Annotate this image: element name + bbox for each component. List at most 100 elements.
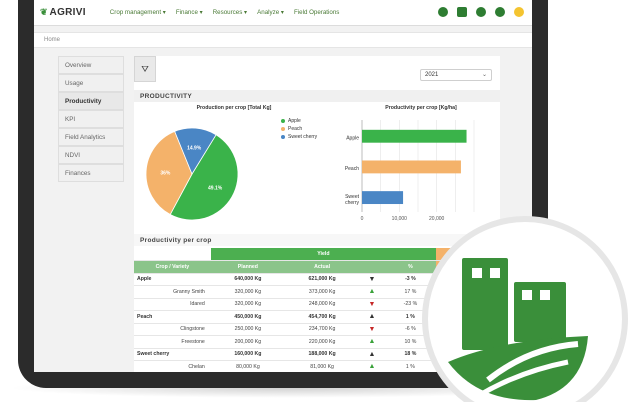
sidebar-item-overview[interactable]: Overview: [58, 56, 124, 74]
bell-icon[interactable]: [476, 7, 486, 17]
chevron-down-icon: ⌄: [481, 72, 487, 78]
top-navbar: ❦ AGRIVI Crop management ▾ Finance ▾ Res…: [34, 0, 532, 26]
y-tick-label: cherry: [345, 200, 359, 206]
arrow-up-icon: ▲: [359, 360, 385, 372]
leaf-icon: ❦: [40, 7, 48, 17]
menu-finance[interactable]: Finance ▾: [175, 9, 203, 16]
table-cell: Sweet cherry: [134, 348, 211, 361]
column-header[interactable]: %: [384, 260, 436, 274]
table-cell: 220,000 Kg: [285, 335, 360, 349]
table-cell: 621,000 Kg: [285, 273, 360, 286]
table-cell: 450,000 Kg: [210, 310, 285, 324]
y-tick-label: Peach: [345, 166, 359, 172]
table-cell: 17 %: [384, 285, 436, 299]
table-cell: 640,000 Kg: [210, 273, 285, 286]
arrow-up-icon: ▲: [359, 335, 385, 349]
table-cell: 234,700 Kg: [285, 323, 360, 336]
legend-item-sweet-cherry[interactable]: Sweet cherry: [281, 134, 317, 140]
brand-logo[interactable]: ❦ AGRIVI: [40, 7, 86, 18]
column-header[interactable]: Planned: [210, 260, 285, 274]
table-cell: 188,000 Kg: [285, 348, 360, 361]
bar-peach[interactable]: [362, 160, 461, 174]
column-header[interactable]: Crop / Variety: [134, 260, 211, 274]
arrow-down-icon: ▼: [359, 273, 385, 286]
sidebar-item-kpi[interactable]: KPI: [58, 110, 124, 128]
filter-icon: ⛛: [141, 63, 149, 74]
table-cell: 81,000 Kg: [285, 360, 360, 372]
pie-chart-title: Production per crop [Total Kg]: [196, 105, 272, 111]
app-screen: ❦ AGRIVI Crop management ▾ Finance ▾ Res…: [34, 0, 532, 372]
agrivi-badge: [422, 216, 628, 402]
section-title-productivity: PRODUCTIVITY: [134, 90, 500, 102]
sidebar-item-field-analytics[interactable]: Field Analytics: [58, 128, 124, 146]
calendar-icon[interactable]: [457, 7, 467, 17]
analyze-sidebar: Overview Usage Productivity KPI Field An…: [58, 56, 124, 182]
x-tick-label: 0: [361, 216, 364, 222]
column-header[interactable]: [359, 260, 385, 274]
legend-label: Apple: [288, 118, 301, 124]
table-cell: 248,000 Kg: [285, 298, 360, 311]
y-tick-label: Apple: [346, 135, 359, 141]
legend-item-peach[interactable]: Peach: [281, 126, 302, 132]
main-menu: Crop management ▾ Finance ▾ Resources ▾ …: [110, 9, 340, 16]
legend-dot: [281, 119, 285, 123]
table-cell: 250,000 Kg: [210, 323, 285, 336]
pie-slice-apple[interactable]: [169, 134, 239, 221]
user-avatar-icon[interactable]: [514, 7, 524, 17]
menu-resources[interactable]: Resources ▾: [212, 9, 248, 16]
bar-apple[interactable]: [362, 129, 467, 143]
table-cell: Granny Smith: [134, 285, 211, 299]
pie-data-label: 36%: [160, 171, 171, 177]
sidebar-item-usage[interactable]: Usage: [58, 74, 124, 92]
arrow-up-icon: ▲: [359, 348, 385, 361]
breadcrumb: Home: [34, 32, 532, 48]
menu-field-operations[interactable]: Field Operations: [293, 9, 340, 16]
arrow-up-icon: ▲: [359, 285, 385, 299]
legend-dot: [281, 127, 285, 131]
pie-slice-sweet-cherry[interactable]: [174, 127, 217, 175]
table-cell: 1 %: [384, 360, 436, 372]
column-header[interactable]: Actual: [285, 260, 360, 274]
filter-button[interactable]: ⛛: [134, 56, 156, 82]
sidebar-item-ndvi[interactable]: NDVI: [58, 146, 124, 164]
legend-item-apple[interactable]: Apple: [281, 118, 301, 124]
table-cell: 373,000 Kg: [285, 285, 360, 299]
main-panel: ⛛ 2021 ⌄ PRODUCTIVITY Production per cro…: [134, 56, 500, 372]
table-cell: Peach: [134, 310, 211, 324]
table-cell: 320,000 Kg: [210, 298, 285, 311]
pie-data-label: 14.9%: [187, 145, 202, 151]
pie-chart: 49.1% 36% 14.9%: [145, 127, 239, 221]
table-cell: Chelan: [134, 360, 211, 372]
table-cell: 80,000 Kg: [210, 360, 285, 372]
farm-buildings-icon: [448, 258, 588, 401]
header-yield: Yield: [210, 248, 436, 261]
header-icons: [438, 7, 524, 17]
table-cell: 200,000 Kg: [210, 335, 285, 349]
table-cell: -3 %: [384, 273, 436, 286]
x-tick-label: 10,000: [392, 216, 408, 222]
menu-analyze[interactable]: Analyze ▾: [257, 9, 284, 16]
legend-dot: [281, 135, 285, 139]
menu-crop-management[interactable]: Crop management ▾: [109, 9, 166, 16]
arrow-up-icon: ▲: [359, 310, 385, 324]
pie-data-label: 49.1%: [208, 185, 223, 191]
sidebar-item-productivity[interactable]: Productivity: [58, 92, 124, 110]
table-cell: Apple: [134, 273, 211, 286]
table-cell: Freestone: [134, 335, 211, 349]
table-cell: 18 %: [384, 348, 436, 361]
legend-label: Peach: [288, 126, 303, 132]
x-tick-label: 20,000: [429, 216, 445, 222]
arrow-down-icon: ▼: [359, 323, 385, 336]
table-cell: Idared: [134, 298, 211, 311]
chat-icon[interactable]: [495, 7, 505, 17]
arrow-down-icon: ▼: [359, 298, 385, 311]
y-tick-label: Sweet: [345, 194, 360, 200]
help-icon[interactable]: [438, 7, 448, 17]
pie-slice-peach[interactable]: [145, 130, 193, 216]
breadcrumb-home[interactable]: Home: [44, 37, 61, 43]
year-select[interactable]: 2021 ⌄: [420, 69, 492, 81]
sidebar-item-finances[interactable]: Finances: [58, 164, 124, 182]
table-cell: Clingstone: [134, 323, 211, 336]
bar-sweet-cherry[interactable]: [362, 191, 404, 205]
